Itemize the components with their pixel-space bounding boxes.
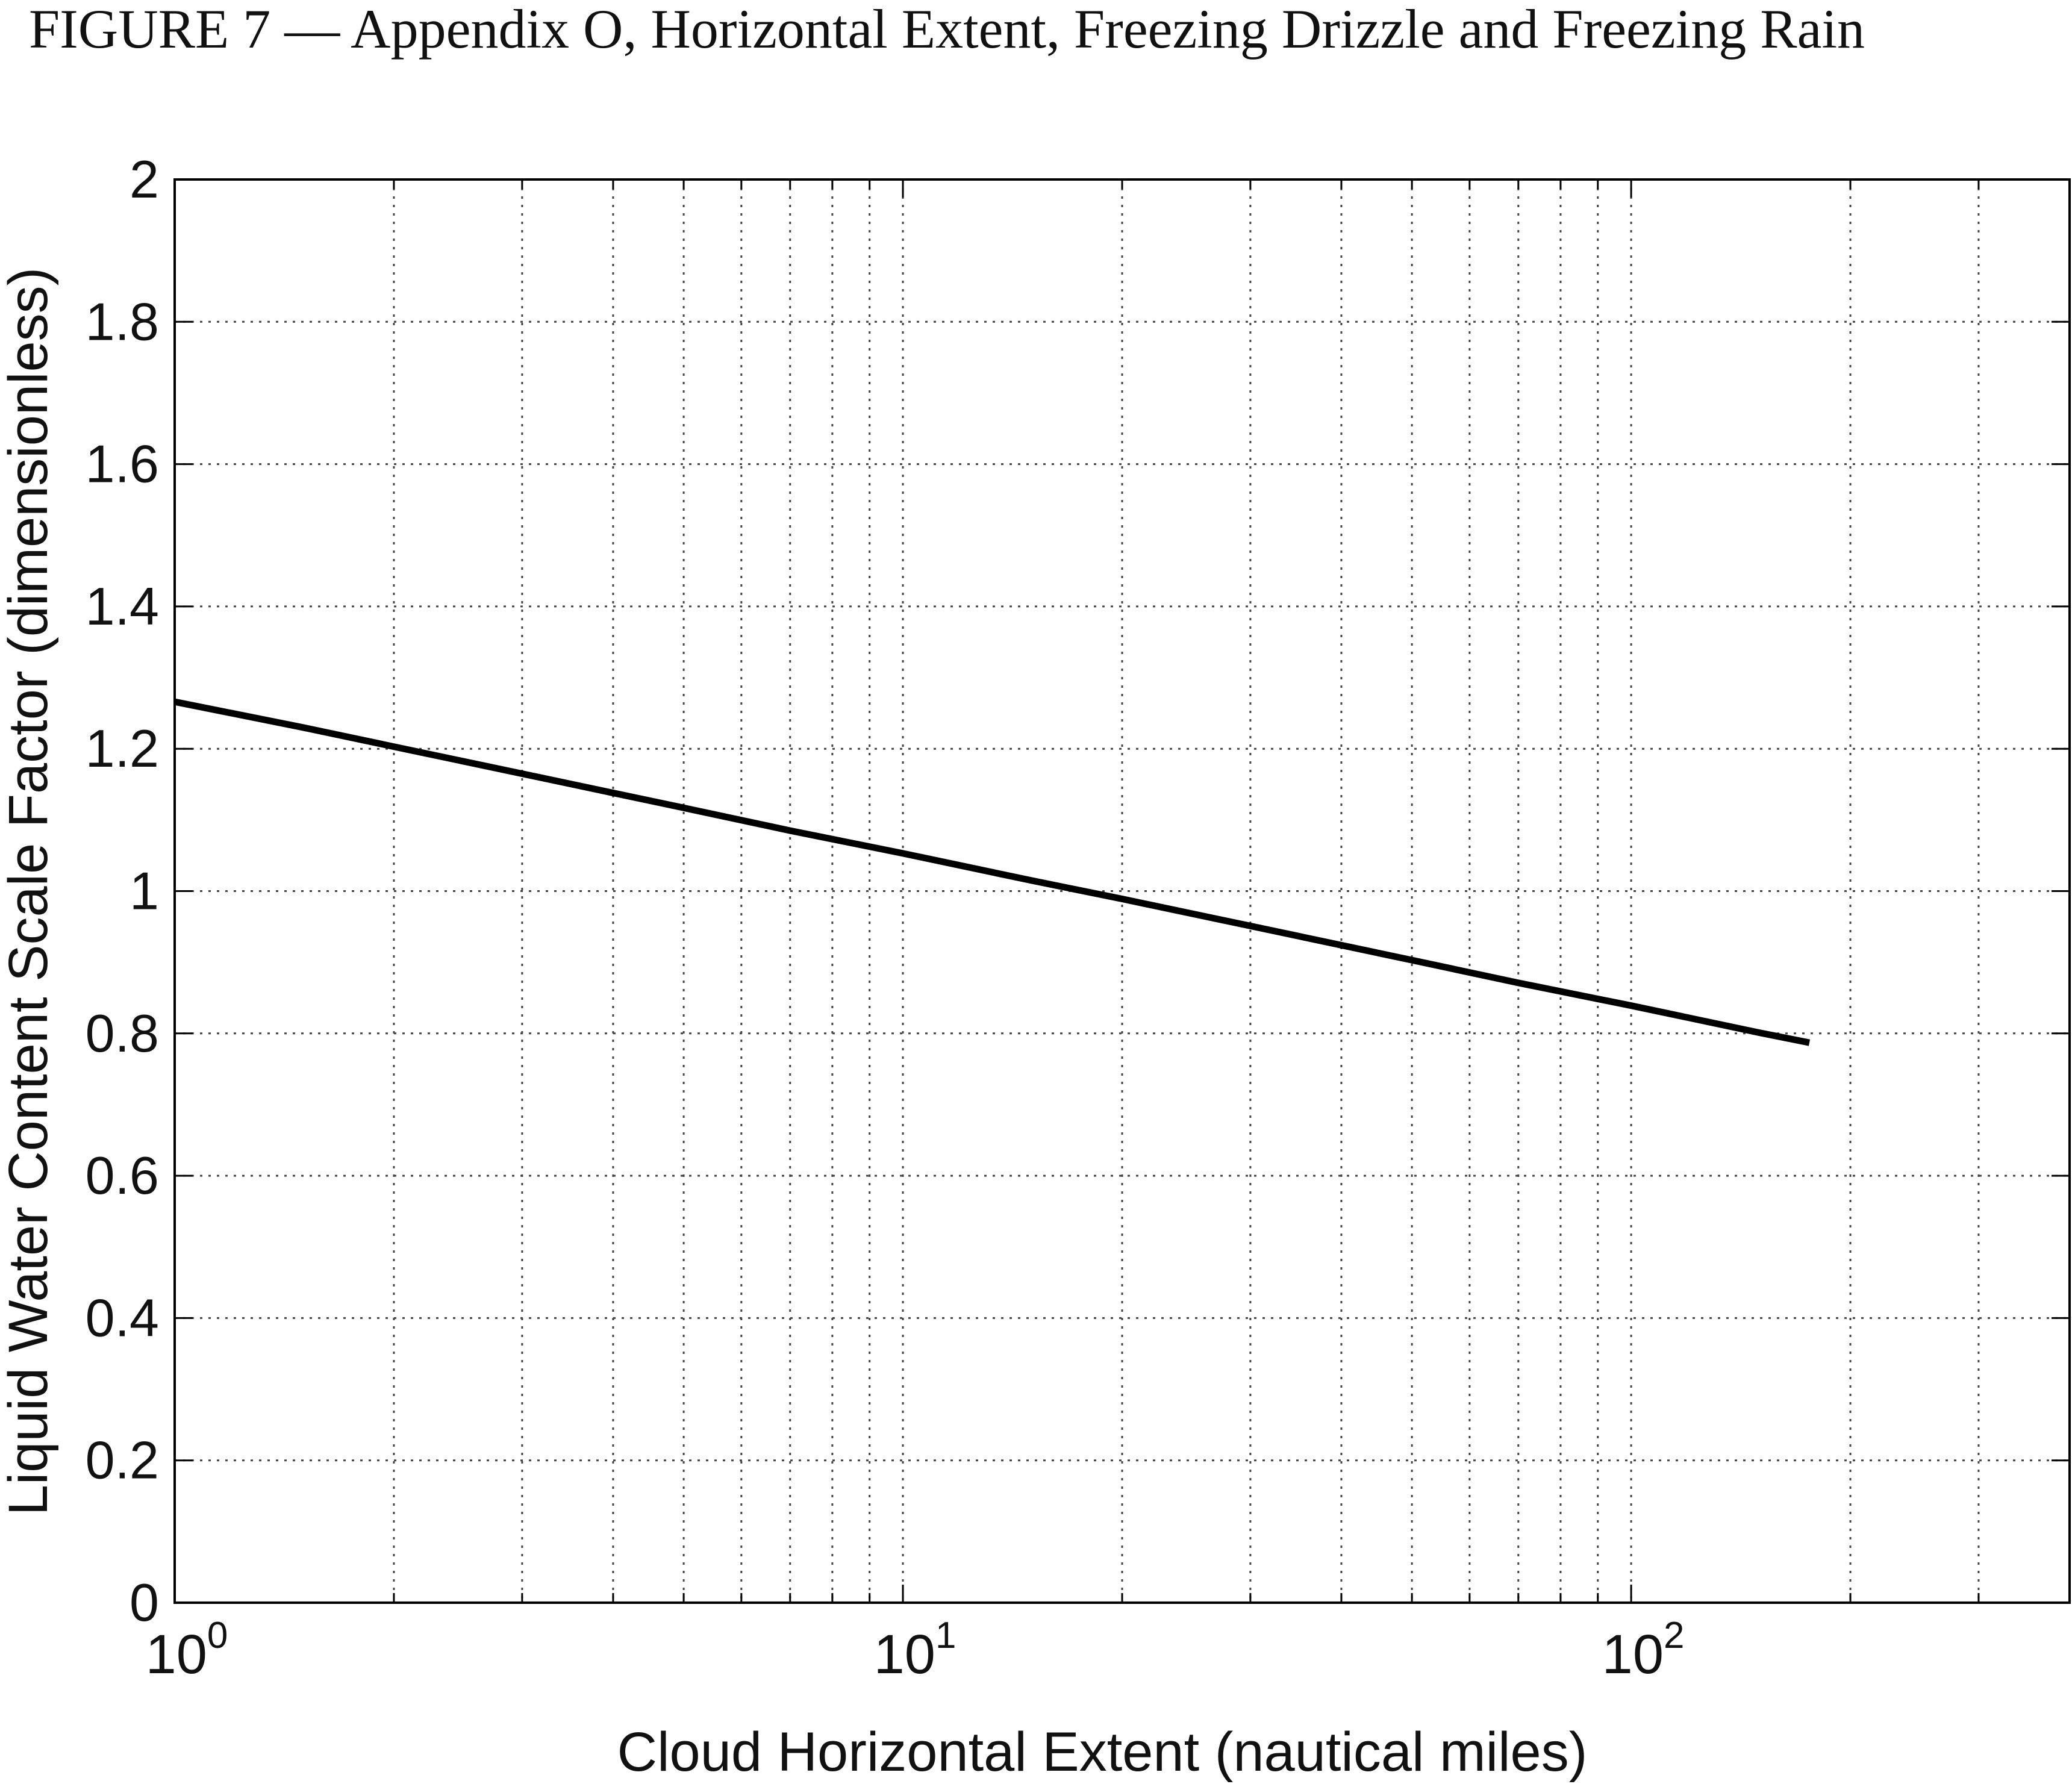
figure-title: FIGURE 7 — Appendix O, Horizontal Extent… bbox=[29, 0, 1865, 60]
y-tick-label: 2 bbox=[130, 149, 159, 209]
grid-lines bbox=[175, 179, 2070, 1603]
y-tick-label: 1.2 bbox=[86, 719, 159, 778]
y-tick-label: 0.6 bbox=[86, 1146, 159, 1205]
y-tick-label: 0 bbox=[130, 1573, 159, 1632]
x-tick-label: 102 bbox=[1602, 1615, 1685, 1685]
y-tick-label: 0.8 bbox=[86, 1003, 159, 1063]
y-axis-label: Liquid Water Content Scale Factor (dimen… bbox=[0, 267, 59, 1516]
axis-ticks bbox=[173, 178, 2070, 1604]
x-axis-label: Cloud Horizontal Extent (nautical miles) bbox=[617, 1721, 1588, 1783]
series-layer bbox=[173, 698, 1811, 1046]
series-line bbox=[173, 698, 1811, 1046]
y-tick-label: 1.4 bbox=[86, 576, 159, 636]
y-tick-label: 1.6 bbox=[86, 434, 159, 494]
y-tick-label: 0.4 bbox=[86, 1288, 159, 1347]
y-tick-label: 0.2 bbox=[86, 1430, 159, 1490]
x-tick-label: 100 bbox=[146, 1615, 228, 1685]
y-tick-label: 1 bbox=[130, 861, 159, 921]
tick-labels: 0 0.2 0.4 0.6 0.8 1 1.2 1.4 1.6 1.8 2 100 101 102 bbox=[86, 149, 1685, 1685]
x-tick-label: 101 bbox=[874, 1615, 956, 1685]
y-tick-label: 1.8 bbox=[86, 292, 159, 351]
